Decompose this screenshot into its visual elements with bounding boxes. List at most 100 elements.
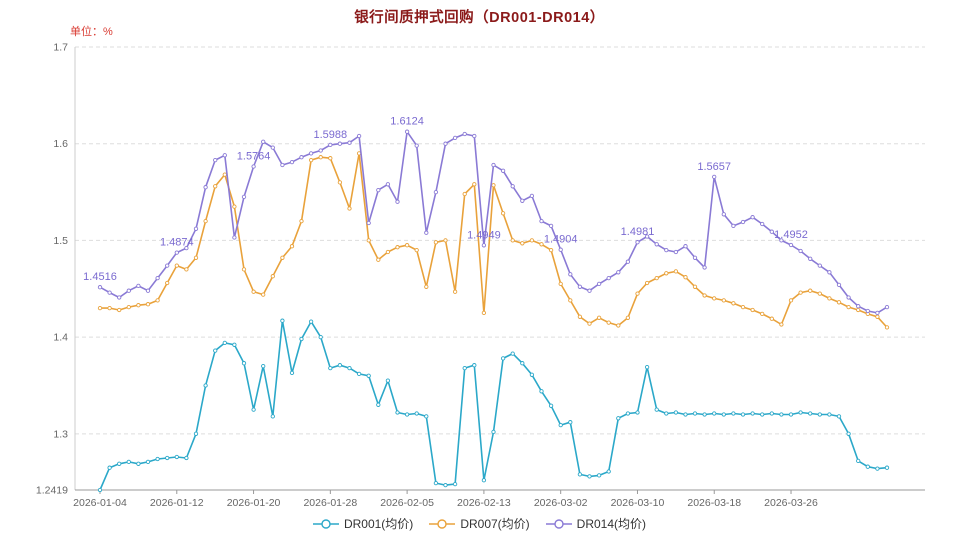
point-marker-dr007 (299, 218, 304, 224)
y-axis-label: 1.3 (53, 428, 68, 440)
point-marker-dr014 (721, 212, 726, 217)
point-marker-dr001 (222, 340, 227, 346)
point-marker-dr014 (779, 238, 784, 243)
point-marker-dr007 (251, 289, 256, 294)
point-marker-dr014 (692, 255, 698, 260)
data-label: 1.6124 (390, 116, 424, 128)
point-marker-dr014 (683, 244, 688, 249)
data-label: 1.5657 (697, 161, 731, 173)
point-marker-dr014 (846, 295, 851, 300)
legend-item-dr014[interactable]: DR014(均价) (545, 515, 646, 532)
data-label: 1.4949 (467, 229, 501, 241)
y-axis-label: 1.7 (53, 42, 68, 54)
point-marker-dr007 (875, 314, 880, 319)
point-marker-dr014 (750, 215, 755, 220)
point-marker-dr014 (529, 193, 535, 199)
point-marker-dr014 (251, 164, 256, 169)
point-marker-dr014 (769, 229, 774, 234)
x-axis-label: 2026-02-05 (380, 497, 434, 509)
y-axis-label: 1.5 (53, 235, 68, 247)
point-marker-dr014 (155, 275, 160, 281)
point-marker-dr001 (577, 472, 583, 477)
point-marker-dr001 (433, 480, 439, 486)
legend: DR001(均价) DR007(均价) DR014(均价) (0, 515, 959, 532)
point-marker-dr007 (788, 298, 794, 303)
legend-item-dr001[interactable]: DR001(均价) (312, 515, 413, 532)
data-label: 1.5764 (237, 151, 271, 163)
point-marker-dr007 (203, 218, 208, 224)
point-marker-dr007 (529, 238, 535, 243)
point-marker-dr007 (385, 249, 391, 255)
point-marker-dr001 (289, 370, 295, 376)
point-marker-dr007 (616, 323, 621, 328)
point-marker-dr014 (548, 223, 554, 229)
point-marker-dr014 (491, 162, 496, 168)
point-marker-dr007 (308, 157, 314, 163)
point-marker-dr014 (500, 168, 506, 173)
point-marker-dr014 (117, 295, 122, 300)
point-marker-dr001 (462, 365, 467, 371)
point-marker-dr007 (836, 300, 842, 305)
point-marker-dr007 (721, 298, 726, 303)
point-marker-dr001 (280, 318, 285, 323)
data-label: 1.5988 (313, 129, 347, 141)
point-marker-dr001 (174, 454, 179, 460)
point-marker-dr007 (347, 206, 352, 211)
point-marker-dr014 (337, 141, 343, 146)
point-marker-dr007 (165, 280, 170, 286)
point-marker-dr001 (107, 465, 112, 470)
point-marker-dr014 (481, 243, 487, 248)
point-marker-dr001 (875, 466, 880, 471)
point-marker-dr014 (404, 129, 410, 134)
legend-label: DR007(均价) (460, 517, 530, 531)
point-marker-dr014 (424, 230, 429, 235)
point-marker-dr014 (213, 157, 218, 163)
point-marker-dr014 (280, 162, 285, 168)
point-marker-dr001 (548, 403, 554, 408)
point-marker-dr001 (213, 348, 218, 353)
point-marker-dr014 (165, 263, 170, 268)
point-marker-dr014 (836, 282, 842, 288)
point-marker-dr007 (760, 311, 765, 317)
point-marker-dr014 (884, 304, 890, 310)
point-marker-dr007 (155, 298, 160, 303)
point-marker-dr007 (798, 290, 803, 295)
point-marker-dr001 (328, 365, 333, 371)
point-marker-dr014 (193, 226, 199, 231)
point-marker-dr014 (443, 141, 448, 146)
point-marker-dr001 (395, 410, 400, 415)
point-marker-dr001 (452, 481, 458, 487)
point-marker-dr007 (184, 267, 189, 272)
legend-item-dr007[interactable]: DR007(均价) (429, 515, 530, 532)
point-marker-dr007 (280, 255, 285, 260)
point-marker-dr001 (865, 464, 870, 469)
point-marker-dr007 (414, 247, 419, 253)
point-marker-dr014 (232, 235, 237, 240)
point-marker-dr007 (472, 182, 477, 187)
point-marker-dr007 (433, 240, 439, 245)
point-marker-dr007 (213, 184, 218, 189)
point-marker-dr001 (491, 429, 496, 435)
series-line-dr014[interactable] (99, 130, 888, 314)
point-marker-dr007 (731, 301, 736, 306)
point-marker-dr007 (856, 307, 861, 313)
point-marker-dr014 (568, 272, 573, 277)
point-marker-dr014 (318, 148, 323, 153)
legend-line-circle-icon (545, 518, 572, 529)
point-marker-dr001 (654, 407, 659, 412)
series-line-dr001[interactable] (99, 319, 888, 491)
point-marker-dr007 (481, 310, 487, 316)
point-marker-dr014 (261, 139, 266, 144)
point-marker-dr014 (673, 249, 679, 255)
point-marker-dr001 (587, 474, 592, 479)
point-marker-dr007 (808, 288, 813, 293)
y-axis-label: 1.6 (53, 138, 68, 150)
point-marker-dr007 (692, 284, 698, 289)
y-axis-label: 1.2419 (36, 485, 68, 497)
point-marker-dr007 (500, 211, 506, 216)
point-marker-dr001 (568, 420, 573, 425)
point-marker-dr001 (673, 410, 679, 415)
point-marker-dr001 (443, 482, 448, 488)
point-marker-dr001 (203, 383, 208, 388)
